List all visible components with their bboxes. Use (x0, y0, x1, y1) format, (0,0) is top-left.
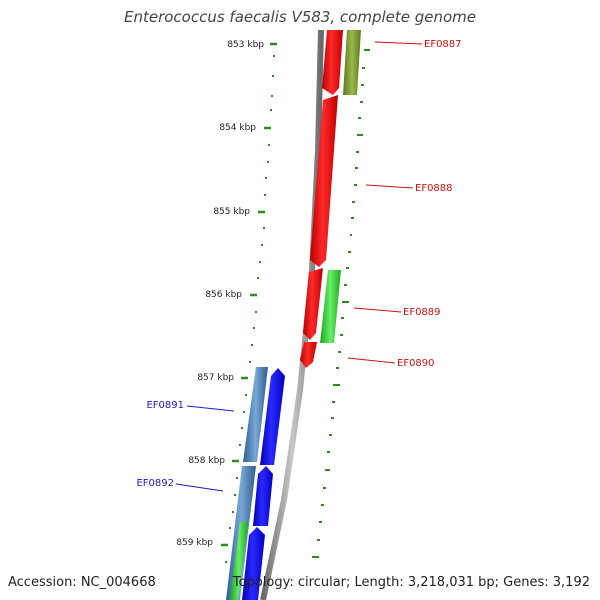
gene-ef0887-arrow[interactable] (322, 30, 343, 95)
connector-ef0891 (186, 405, 235, 412)
ruler-label: 859 kbp (176, 538, 213, 548)
ruler-label: 857 kbp (197, 373, 234, 383)
connector-ef0888 (365, 184, 414, 189)
connector-ef0892 (175, 483, 224, 492)
gene-blue-partial[interactable] (242, 527, 265, 600)
label-connectors (175, 41, 423, 492)
gene-ef0888-arrow[interactable] (310, 95, 338, 267)
gene-labels: EF0887 EF0888 EF0889 EF0890 EF0891 EF089… (136, 39, 461, 489)
connector-ef0887 (374, 41, 423, 45)
gc-track-left (225, 55, 275, 563)
gene-label-ef0889[interactable]: EF0889 (403, 307, 441, 318)
feature-olive[interactable] (343, 30, 361, 95)
ruler-label: 856 kbp (205, 290, 242, 300)
ruler-label: 855 kbp (213, 207, 250, 217)
connector-ef0889 (353, 307, 402, 313)
genome-summary: Topology: circular; Length: 3,218,031 bp… (232, 575, 590, 590)
gene-ef0889-arrow[interactable] (303, 268, 323, 340)
gene-label-ef0892[interactable]: EF0892 (136, 478, 174, 489)
connector-ef0890 (347, 357, 396, 364)
feature-green[interactable] (320, 270, 341, 343)
gene-ef0891-arrow[interactable] (260, 368, 285, 465)
ruler-ticks (221, 42, 277, 547)
map-title: Enterococcus faecalis V583, complete gen… (123, 8, 477, 26)
gc-track-right (312, 49, 370, 558)
gene-label-ef0890[interactable]: EF0890 (397, 358, 435, 369)
ruler-labels: 853 kbp 854 kbp 855 kbp 856 kbp 857 kbp … (176, 40, 264, 548)
gene-label-ef0891[interactable]: EF0891 (146, 400, 184, 411)
feature-steel-1[interactable] (243, 367, 268, 462)
gene-label-ef0888[interactable]: EF0888 (415, 183, 453, 194)
gene-label-ef0887[interactable]: EF0887 (424, 39, 462, 50)
feature-green-partial[interactable] (230, 522, 248, 600)
ruler-label: 853 kbp (227, 40, 264, 50)
accession-label: Accession: NC_004668 (8, 575, 156, 590)
ruler-label: 858 kbp (188, 456, 225, 466)
ruler-label: 854 kbp (219, 123, 256, 133)
gene-ef0890-arrow[interactable] (300, 342, 317, 368)
gene-ef0892-arrow[interactable] (253, 466, 273, 526)
